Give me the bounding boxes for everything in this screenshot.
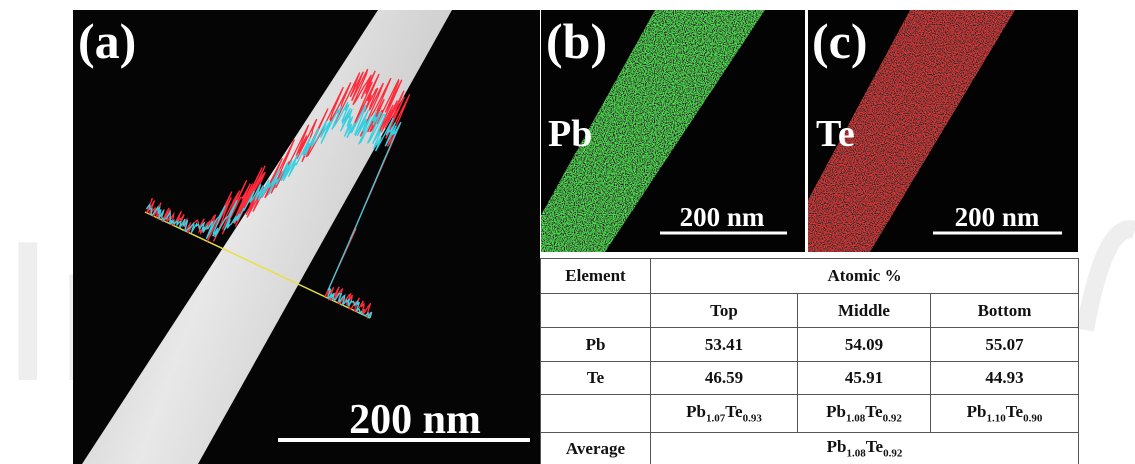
cell: 46.59 <box>651 362 798 395</box>
formula-part: Te <box>725 402 742 421</box>
cell: Average <box>541 433 651 464</box>
scale-bar-label: 200 nm <box>680 202 765 232</box>
formula-sub: 0.92 <box>883 413 902 425</box>
formula-cell: Pb1.07Te0.93 <box>651 395 798 433</box>
panel-label: (a) <box>78 13 136 69</box>
subheader-cell: Middle <box>798 294 931 328</box>
figure: In 200 nm (a) 200 nm (b) Pb 200 nm (c) T… <box>0 0 1135 464</box>
empty-cell <box>541 294 651 328</box>
cell: 54.09 <box>798 328 931 362</box>
formula-cell: Pb1.10Te0.90 <box>931 395 1079 433</box>
watermark-shape <box>1085 229 1135 330</box>
formula-sub: 1.10 <box>987 413 1006 425</box>
formula-part: Te <box>865 402 882 421</box>
formula-part: Pb <box>686 402 706 421</box>
cell: 44.93 <box>931 362 1079 395</box>
formula-part: Pb <box>967 402 987 421</box>
header-row: Element Atomic % <box>541 259 1079 294</box>
cell: 45.91 <box>798 362 931 395</box>
formula-sub: 1.08 <box>847 448 866 460</box>
formula-part: Pb <box>826 402 846 421</box>
formula-part: Te <box>1006 402 1023 421</box>
element-label: Pb <box>548 113 592 155</box>
element-label: Te <box>816 113 855 155</box>
formula-sub: 0.93 <box>743 413 762 425</box>
scale-bar-label: 200 nm <box>955 202 1040 232</box>
subheader-cell: Bottom <box>931 294 1079 328</box>
subheader-cell: Top <box>651 294 798 328</box>
cell: Pb <box>541 328 651 362</box>
row: Pb 53.41 54.09 55.07 <box>541 328 1079 362</box>
row: Te 46.59 45.91 44.93 <box>541 362 1079 395</box>
scale-bar-label: 200 nm <box>349 397 481 443</box>
empty-cell <box>541 395 651 433</box>
subheader-row: Top Middle Bottom <box>541 294 1079 328</box>
formula-sub: 0.92 <box>883 448 902 460</box>
formula-cell: Pb1.08Te0.92 <box>651 433 1079 464</box>
header-cell: Element <box>541 259 651 294</box>
formula-part: Te <box>866 437 883 456</box>
cell: Te <box>541 362 651 395</box>
cell: 55.07 <box>931 328 1079 362</box>
panel-label: (c) <box>812 13 868 69</box>
average-row: Average Pb1.08Te0.92 <box>541 433 1079 464</box>
cell: 53.41 <box>651 328 798 362</box>
formula-sub: 1.08 <box>846 413 865 425</box>
formula-part: Pb <box>827 437 847 456</box>
formula-sub: 1.07 <box>706 413 725 425</box>
formula-cell: Pb1.08Te0.92 <box>798 395 931 433</box>
formula-row: Pb1.07Te0.93 Pb1.08Te0.92 Pb1.10Te0.90 <box>541 395 1079 433</box>
panel-label: (b) <box>546 13 607 69</box>
formula-sub: 0.90 <box>1023 413 1042 425</box>
header-cell: Atomic % <box>651 259 1079 294</box>
composition-table: Element Atomic % Top Middle Bottom Pb 53… <box>540 258 1079 464</box>
